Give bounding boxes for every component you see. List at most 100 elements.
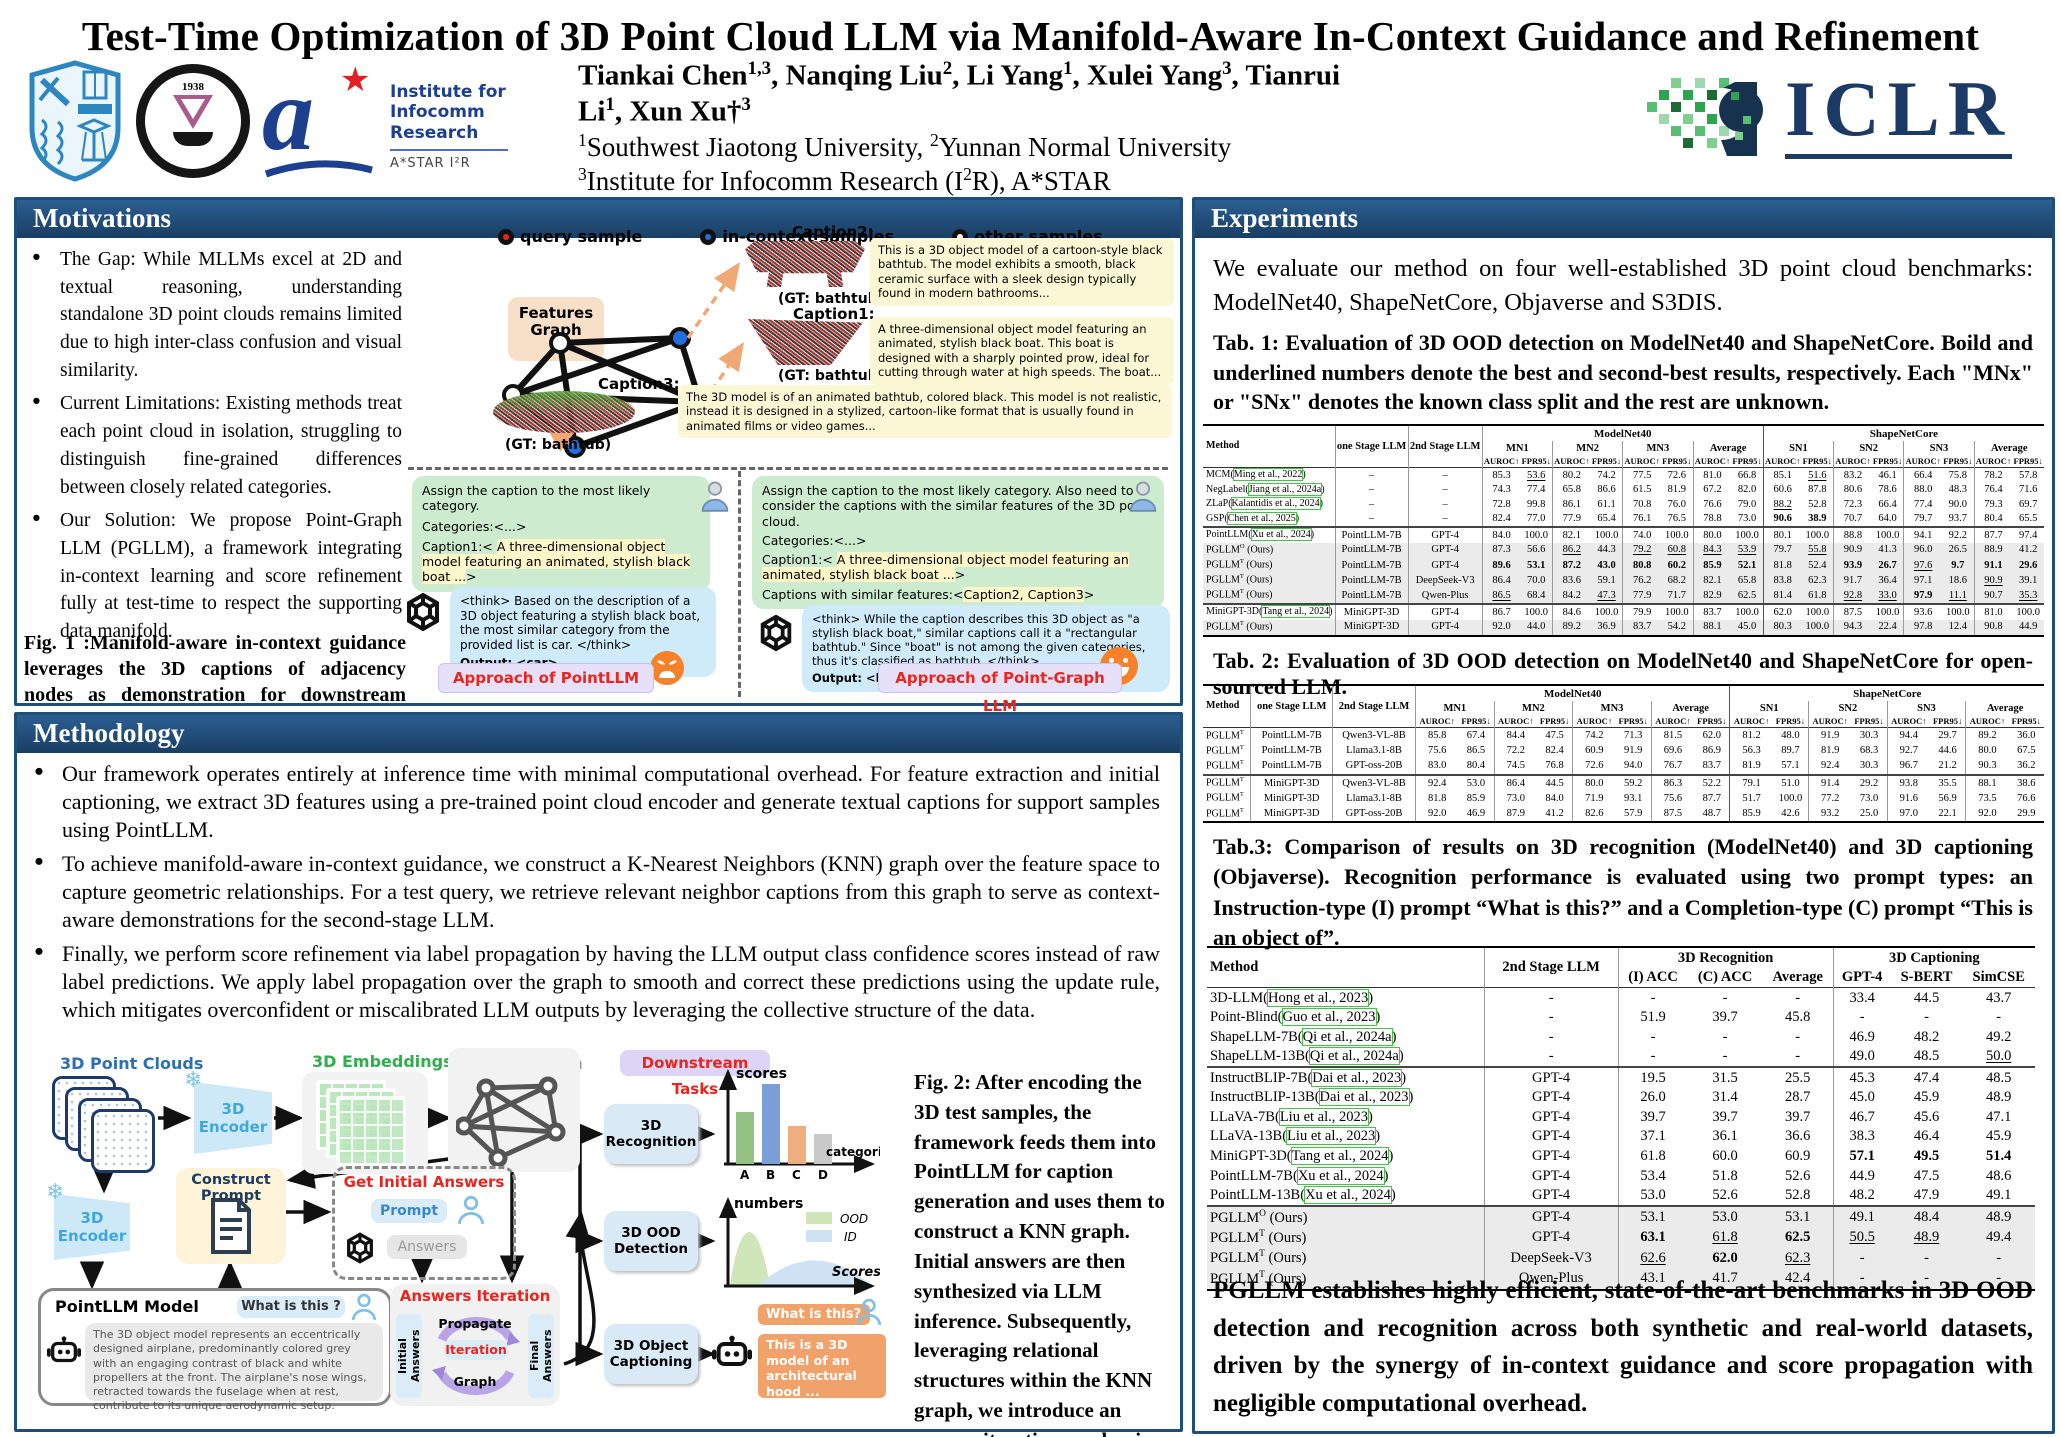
table-row: PGLLMT PointLLM-7B Qwen3-VL-8B 85.8 67.4 84.4… [1203,727,2044,744]
table-row: PGLLMT (Ours) Qwen-Plus 43.1 41.7 42.4- - - [1207,1268,2035,1290]
figure-2: 3D Point Clouds 3D Encoder ❄ 3D Embeddin… [24,1046,886,1426]
ynu-year: 1938 [182,81,204,93]
prompt-line: Assign the caption to the most likely ca… [762,483,1151,529]
angry-face-icon [650,651,684,685]
iteration-cycle-icon [432,1317,520,1395]
bars [736,1084,832,1164]
what-is-this-chip: What is this ? [237,1296,345,1318]
user-icon [1129,481,1157,512]
table-row: PGLLMT (Ours) PointLLM-7B DeepSeek-V3 86.4 7… [1203,572,2044,588]
legend-query-sample: query sample [498,227,642,246]
experiments-panel: Experiments We evaluate our method on fo… [1192,197,2055,1434]
table-row: LLaVA-7B(Liu et al., 2023) GPT-4 39.7 39.7 3… [1207,1107,2035,1127]
author-names: Tiankai Chen1,3, Nanqing Liu2, Li Yang1,… [578,58,1341,128]
get-initial-answers-box: Get Initial Answers Prompt Answers [332,1166,516,1280]
gt-label-3: (GT: bathtub) [505,437,612,453]
methodology-header: Methodology [17,715,1180,753]
pgllm-prompt-bubble: Assign the caption to the most likely ca… [752,476,1164,609]
ood-legend-label: OOD [840,1212,868,1226]
fig1-horizontal-divider [408,467,1168,470]
table-row: NegLabel(Jiang et al., 2024a) – –74.3 77.4 6… [1206,482,2038,498]
prompt-line: Categories:<...> [422,518,527,534]
openai-icon [760,614,792,652]
table-1: Method one Stage LLM 2nd Stage LLM ModelNet… [1203,424,2044,637]
answers-iteration-label: Answers Iteration [399,1287,551,1305]
ynu-base [173,132,213,146]
snowflake-icon: ❄ [46,1180,65,1205]
table-row: InstructBLIP-13B(Dai et al., 2023) GPT-4 2… [1207,1087,2035,1108]
prompt-line: Captions with similar features:<Caption2… [762,586,1095,602]
approach-pointllm-label: Approach of PointLLM [438,663,654,693]
caption2-text: This is a 3D object model of a cartoon-s… [870,238,1174,306]
answers-iteration-box: Answers Iteration Initial Answers Final … [390,1284,560,1406]
iclr-logo: ICLR [1645,65,2045,170]
table-row: PGLLMT MiniGPT-3D GPT-oss-20B 92.0 46.9 87.9 4… [1203,806,2044,823]
table-3: Method 2nd Stage LLM 3D Recognition 3D Capt… [1207,946,2035,1291]
categories-axis-label: categories [826,1145,880,1159]
methodology-bullets: Our framework operates entirely at infer… [32,760,1160,1029]
table-row: MiniGPT-3D(Tang et al., 2024) GPT-4 61.8 60… [1207,1146,2035,1167]
build-graph-icon [456,1076,566,1166]
iteration-label: Iteration [444,1340,508,1360]
task-3d-ood-detection: 3D OOD Detection [604,1211,698,1271]
pointllm-model-label: PointLLM Model [55,1297,199,1316]
user-icon [856,1298,882,1326]
table-2: Method one Stage LLM 2nd Stage LLM ModelNet… [1203,684,2044,824]
iclr-wordmark: ICLR [1785,65,2013,159]
methodology-bullet-2: To achieve manifold-aware in-context gui… [32,850,1160,934]
table-row: PGLLMT MiniGPT-3D Llama3.1-8B 81.8 85.9 73.0 8… [1203,790,2044,807]
embedding-grid [336,1096,406,1166]
gt-label-1: (GT: bathtub) [778,368,885,384]
tab1-caption: Tab. 1: Evaluation of 3D OOD detection o… [1213,330,2033,415]
conclusion-text: PGLLM establishes highly efficient, stat… [1213,1277,2033,1417]
table-row: 3D-LLM(Hong et al., 2023) - - - -33.4 44.5 43.… [1207,987,2035,1008]
scores-x-label: Scores [832,1265,880,1280]
ynu-logo: 1938 [136,64,250,178]
iclr-pixel-icon [1647,78,1763,156]
pointllm-model-box: PointLLM Model What is this ? The 3D obj… [38,1288,392,1412]
table-row: PointLLM-7B(Xu et al., 2024) GPT-4 53.4 51.… [1207,1166,2035,1186]
point-cloud-cards [52,1076,156,1173]
snowflake-icon: ❄ [184,1068,203,1093]
openai-icon [407,592,439,632]
ood-density-chart: numbers OOD ID Scores [719,1196,880,1295]
document-icon [211,1198,251,1254]
cat-a: A [740,1168,750,1182]
ood-legend-swatch [806,1212,832,1224]
table-row: PointLLM-13B(Xu et al., 2024) GPT-4 53.0 52… [1207,1185,2035,1207]
fig2-caption: Fig. 2: After encoding the 3D test sampl… [914,1070,1167,1437]
user-icon [458,1195,484,1225]
table-row: PGLLMT PointLLM-7B Llama3.1-8B 75.6 86.5 72.2… [1203,743,2044,759]
incontext-dot-icon [700,229,717,245]
methodology-bullet-3: Finally, we perform score refinement via… [32,940,1160,1024]
astar-divider [390,149,508,152]
table-row: ShapeLLM-7B(Qi et al., 2024a) - - - -46.9 48.… [1207,1027,2035,1047]
pointllm-prompt-bubble: Assign the caption to the most likely ca… [412,476,710,592]
poster-title: Test-Time Optimization of 3D Point Cloud… [81,13,1980,59]
robot-icon [712,1335,752,1366]
cat-c: C [792,1168,801,1182]
table-row: LLaVA-13B(Liu et al., 2023) GPT-4 37.1 36.1… [1207,1126,2035,1147]
id-legend-label: ID [844,1230,857,1244]
experiments-intro: We evaluate our method on four well-esta… [1213,255,2033,317]
table-row: MiniGPT-3D(Tang et al., 2024) MiniGPT-3D G… [1203,603,2044,620]
caption-output-chip: This is a 3D model of an architectural h… [758,1334,886,1399]
user-icon [701,481,729,512]
methodology-bullet-1: Our framework operates entirely at infer… [32,760,1160,844]
what-is-this-chip-2: What is this? [758,1304,870,1325]
prompt-line: Categories:<...> [762,532,867,548]
table-row: PGLLMT (Ours) PointLLM-7B Qwen-Plus 86.5 68.… [1203,587,2044,605]
task-3d-recognition: 3D Recognition [604,1104,698,1164]
encoder-2: 3D Encoder [54,1194,130,1260]
table-row: PGLLMT (Ours) PointLLM-7B GPT-4 89.6 53.1 87.… [1203,557,2044,573]
table-row: PGLLMT (Ours) MiniGPT-3D GPT-4 92.0 44.0 89.2… [1203,619,2044,636]
think-text: <think> Based on the description of a 3D… [460,594,701,652]
author-block: Tiankai Chen1,3, Nanqing Liu2, Li Yang1,… [578,58,1378,198]
construct-prompt-label: Construct Prompt [191,1172,271,1204]
robot-icon [47,1336,81,1363]
id-legend-swatch [806,1230,832,1242]
approach-pgllm-label: Approach of Point-Graph LLM [878,663,1122,715]
numbers-axis-label: numbers [734,1196,803,1212]
caption3-text: The 3D model is of an animated bathtub, … [678,385,1172,439]
astar-a-glyph: a ★ [262,57,373,178]
